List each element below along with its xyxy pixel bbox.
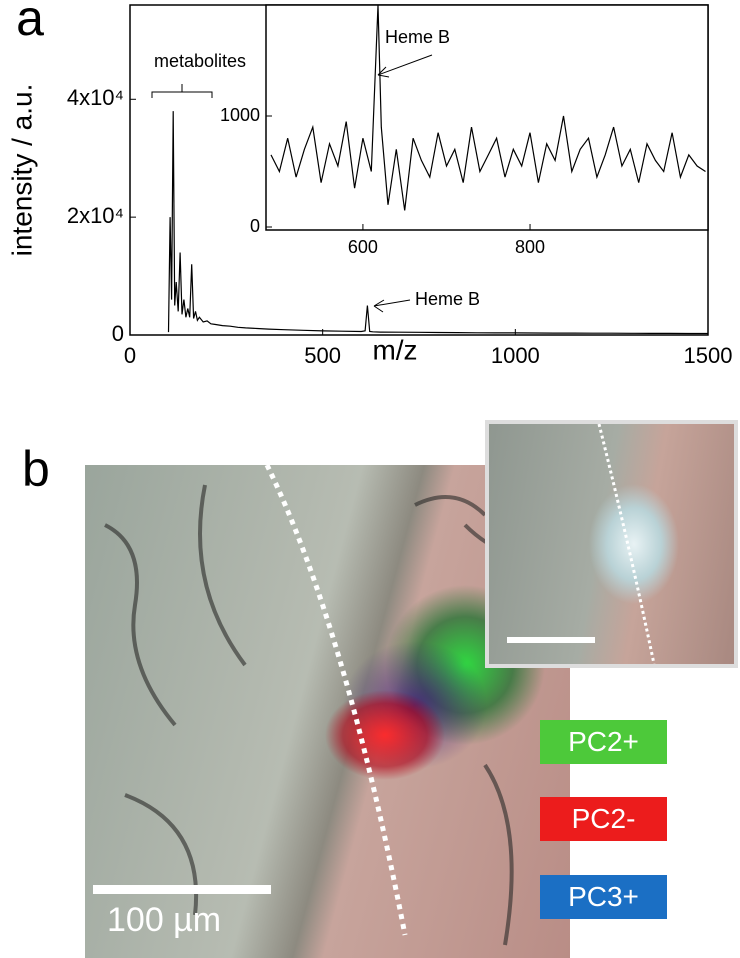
arrow (377, 54, 433, 78)
x-tick-label: 800 (515, 237, 545, 257)
y-tick-label: 1000 (220, 105, 260, 125)
bracket (151, 84, 213, 98)
panel-label: b (22, 441, 50, 497)
y-axis-label: intensity / a.u. (6, 84, 37, 257)
annotation: Heme B (385, 27, 450, 47)
annotation: metabolites (154, 51, 246, 71)
inset-overlay (507, 424, 656, 664)
x-axis-label: m/z (372, 334, 417, 365)
spectrum-panel: a 0 500 1000 1500 0 2x10⁴ 4x10⁴ m/z intensity / … (6, 0, 733, 368)
y-tick-label: 4x10⁴ (67, 85, 124, 110)
arrow (373, 299, 411, 313)
x-tick-label: 0 (124, 343, 136, 368)
annotation: Heme B (415, 289, 480, 309)
spectrum-line (167, 111, 708, 335)
spectrum-line (270, 4, 706, 211)
x-tick-label: 1000 (491, 343, 540, 368)
channel-label: PC2- (540, 797, 667, 841)
x-tick-label: 600 (348, 237, 378, 257)
y-tick-label: 0 (112, 321, 124, 346)
channel-label: PC2+ (540, 720, 667, 764)
channel-label: PC3+ (540, 875, 667, 919)
y-tick-label: 0 (250, 216, 260, 236)
x-tick-label: 1500 (684, 343, 733, 368)
x-tick-label: 500 (304, 343, 341, 368)
scale-bar-label: 100 µm (107, 901, 222, 939)
plot-area (265, 4, 709, 231)
y-tick-label: 2x10⁴ (67, 203, 124, 228)
panel-label: a (16, 0, 44, 46)
inset-image (485, 420, 738, 668)
